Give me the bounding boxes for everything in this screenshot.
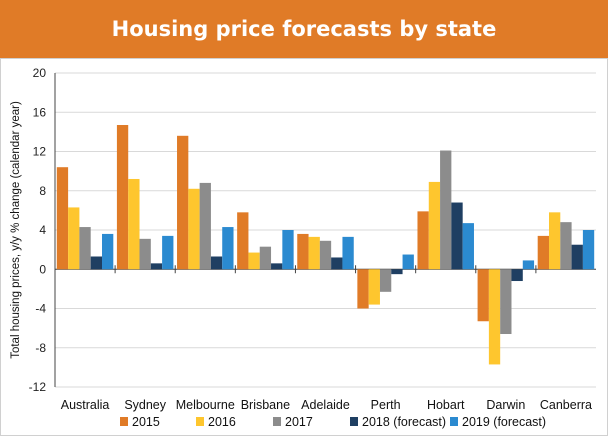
legend-swatch [450, 417, 458, 426]
bar [68, 207, 80, 270]
y-tick-label: 0 [39, 262, 46, 276]
bar [259, 246, 272, 270]
bar [222, 227, 234, 270]
legend-label: 2015 [132, 415, 160, 429]
bar [271, 263, 283, 270]
x-tick-label: Hobart [427, 398, 465, 412]
bar [56, 167, 69, 270]
x-tick-label: Melbourne [176, 398, 235, 412]
bar [342, 236, 354, 270]
x-tick-label: Brisbane [241, 398, 290, 412]
x-tick-label: Sydney [124, 398, 166, 412]
bar [560, 222, 572, 270]
y-tick-label: 12 [33, 145, 47, 159]
y-axis-title: Total housing prices, y/y % change (cale… [10, 101, 22, 359]
bar [417, 211, 429, 270]
bar [308, 236, 320, 270]
bar [162, 235, 174, 270]
x-tick-label: Canberra [540, 398, 592, 412]
bar [440, 150, 452, 270]
legend-swatch [350, 417, 358, 426]
bar [500, 269, 512, 335]
legend-label: 2018 (forecast) [362, 415, 446, 429]
y-tick-label: -12 [29, 380, 47, 394]
bar [90, 256, 103, 270]
bar [379, 269, 392, 292]
bar [537, 235, 549, 270]
bar [402, 254, 414, 270]
bar [282, 230, 294, 270]
legend-label: 2016 [208, 415, 236, 429]
bar [357, 269, 369, 309]
bar [150, 263, 163, 270]
x-tick-label: Australia [61, 398, 110, 412]
x-tick-label: Perth [371, 398, 401, 412]
y-tick-label: 16 [33, 105, 47, 119]
bar [428, 181, 441, 270]
legend-label: 2019 (forecast) [462, 415, 546, 429]
bar [477, 269, 489, 322]
bar [571, 244, 583, 270]
bar [368, 269, 380, 305]
bar [102, 233, 114, 270]
bar [451, 202, 463, 270]
bar [488, 269, 501, 365]
bar [177, 135, 189, 270]
y-tick-label: 8 [39, 184, 46, 198]
bar [548, 212, 561, 270]
bar [511, 269, 523, 282]
x-tick-label: Adelaide [301, 398, 350, 412]
legend-swatch [273, 417, 281, 426]
bar [128, 178, 140, 270]
y-tick-label: 4 [39, 223, 46, 237]
bar [237, 212, 249, 270]
bar [522, 260, 535, 270]
bar [139, 238, 151, 270]
bar [462, 223, 474, 270]
bar [319, 240, 332, 270]
bar [116, 125, 129, 270]
title-banner: Housing price forecasts by state [0, 0, 608, 58]
bar [297, 233, 309, 270]
bar [582, 230, 595, 270]
bar [199, 182, 211, 270]
legend-swatch [120, 417, 128, 426]
legend-swatch [196, 417, 204, 426]
bar [331, 257, 343, 270]
chart-title: Housing price forecasts by state [111, 17, 497, 41]
x-tick-label: Darwin [486, 398, 525, 412]
legend-label: 2017 [285, 415, 313, 429]
bar [188, 188, 200, 270]
y-tick-label: 20 [33, 66, 47, 80]
y-tick-label: -8 [35, 341, 46, 355]
bar [79, 227, 91, 270]
y-tick-label: -4 [35, 302, 46, 316]
bar [248, 252, 260, 270]
bar [210, 256, 223, 270]
bar [391, 269, 403, 275]
